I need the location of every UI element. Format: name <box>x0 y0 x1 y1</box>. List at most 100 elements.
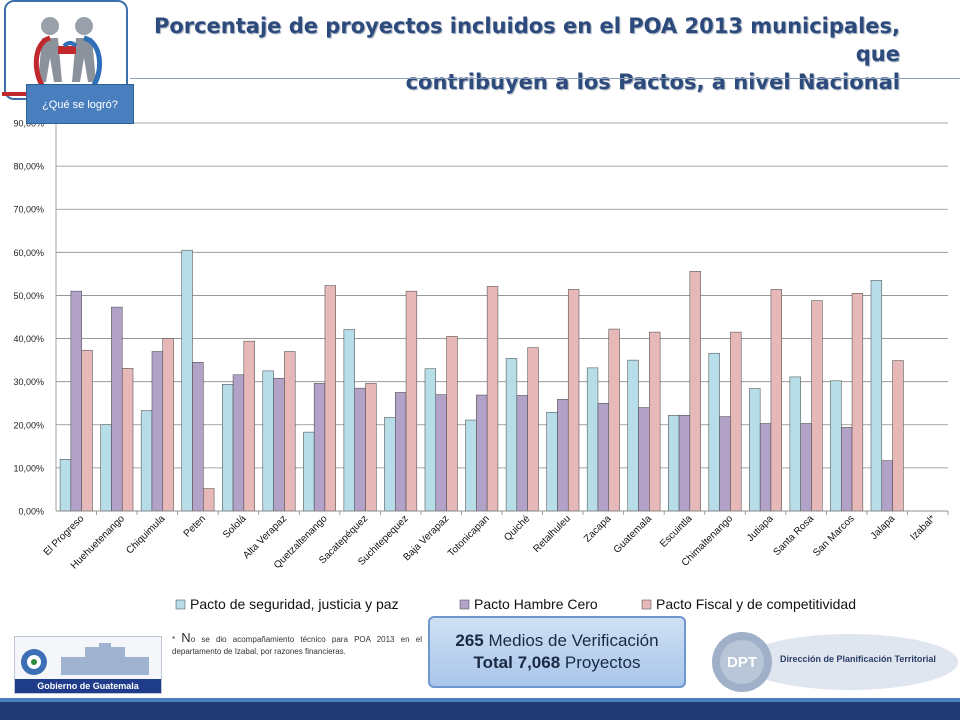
x-tick-label: Peten <box>182 513 208 539</box>
bar <box>162 338 174 512</box>
legend-swatch <box>175 599 186 610</box>
x-tick-label: San Marcos <box>811 513 857 559</box>
bar <box>465 419 477 512</box>
bar <box>851 293 864 512</box>
bar <box>222 384 234 512</box>
palace-icon <box>61 643 149 675</box>
bar <box>111 306 123 512</box>
bar <box>516 395 528 512</box>
footnote-initial: N <box>181 630 191 645</box>
bar <box>770 289 782 512</box>
bar <box>313 383 326 512</box>
bar <box>59 459 72 512</box>
bar <box>789 376 801 512</box>
bar <box>446 336 458 512</box>
y-tick-label: 0,00% <box>18 507 44 517</box>
bar <box>424 368 437 512</box>
bar <box>668 415 680 512</box>
stats-total-label: Total <box>473 653 513 672</box>
bar <box>354 387 366 512</box>
bar-chart: 0,00% 10,00% 20,00% 30,00% 40,00% 50,00% 60,00… <box>13 120 949 612</box>
stats-total-suffix: Proyectos <box>564 653 641 672</box>
stats-count-label: Medios de Verificación <box>488 631 659 650</box>
dpt-logo: DPT Dirección de Planificación Territori… <box>700 628 958 694</box>
bar <box>303 431 315 512</box>
bar <box>394 392 407 512</box>
bar <box>405 290 418 512</box>
y-tick-label: 50,00% <box>13 291 44 301</box>
legend-label: Pacto de seguridad, justicia y paz <box>190 596 399 612</box>
y-tick-label: 30,00% <box>13 377 44 387</box>
footer-bar <box>0 702 960 720</box>
bar <box>811 300 823 512</box>
bar <box>181 249 193 512</box>
footer-strip <box>0 698 960 702</box>
handshake-icon <box>33 17 103 90</box>
bar <box>203 488 215 512</box>
bar <box>830 380 842 512</box>
x-tick-label: Zacapa <box>582 513 614 545</box>
bar <box>689 271 701 512</box>
coat-of-arms-icon <box>21 649 47 675</box>
y-tick-label: 60,00% <box>13 248 44 258</box>
x-tick-label: Sololá <box>221 513 249 541</box>
bar <box>608 328 620 512</box>
bar <box>749 388 761 512</box>
bar <box>284 351 296 512</box>
bar <box>586 367 599 512</box>
x-tick-label: Escuintla <box>658 513 695 550</box>
dpt-globe-icon: DPT <box>712 632 958 692</box>
x-tick-label: Chiquimula <box>124 513 167 556</box>
x-tick-label: Jalapa <box>869 513 898 542</box>
bar <box>881 460 893 512</box>
y-tick-label: 10,00% <box>13 463 44 473</box>
bar <box>243 340 255 512</box>
x-tick-label: Santa Rosa <box>771 513 816 558</box>
bar <box>324 285 336 512</box>
x-tick-label: Totonicapan <box>446 513 492 559</box>
bar <box>232 374 245 512</box>
y-tick-label: 70,00% <box>13 205 44 215</box>
bar <box>121 368 134 512</box>
y-tick-label: 90,00% <box>13 120 44 129</box>
bar <box>567 289 580 512</box>
bar <box>192 362 204 512</box>
gobierno-text: Gobierno de Guatemala <box>15 679 161 693</box>
bar <box>262 370 274 512</box>
bar <box>365 383 377 512</box>
bar <box>70 290 82 512</box>
bar <box>870 280 883 512</box>
bar <box>343 329 355 512</box>
bar <box>435 394 447 512</box>
bar <box>527 347 539 512</box>
x-tick-label: Izabal* <box>908 513 937 542</box>
stats-count: 265 <box>455 631 484 650</box>
dpt-abbr: DPT <box>727 654 757 671</box>
bar <box>476 394 488 512</box>
bar <box>100 424 112 512</box>
title-line-2: contribuyen a los Pactos, a nivel Nacion… <box>405 70 900 94</box>
legend-swatch <box>459 599 470 610</box>
x-tick-label: Guatemala <box>612 513 655 556</box>
bar <box>546 412 558 512</box>
bar <box>800 423 812 512</box>
bar <box>678 415 691 512</box>
bar <box>730 331 742 512</box>
bar <box>81 349 93 512</box>
bar <box>557 399 569 512</box>
title-line-1: Porcentaje de proyectos incluidos en el … <box>153 14 900 66</box>
bar <box>486 286 499 512</box>
bar <box>597 402 610 512</box>
dpt-text: Dirección de Planificación Territorial <box>780 654 936 664</box>
stats-box: 265 Medios de Verificación Total 7,068 P… <box>428 616 686 688</box>
bar <box>708 352 720 512</box>
y-tick-label: 80,00% <box>13 162 44 172</box>
title-divider <box>130 78 960 79</box>
y-tick-label: 40,00% <box>13 334 44 344</box>
legend-label: Pacto Hambre Cero <box>474 596 598 612</box>
bar <box>759 423 772 512</box>
bar <box>505 358 518 512</box>
stats-total: 7,068 <box>517 653 561 672</box>
stats-row-1: 265 Medios de Verificación <box>430 630 684 652</box>
y-tick-label: 20,00% <box>13 420 44 430</box>
